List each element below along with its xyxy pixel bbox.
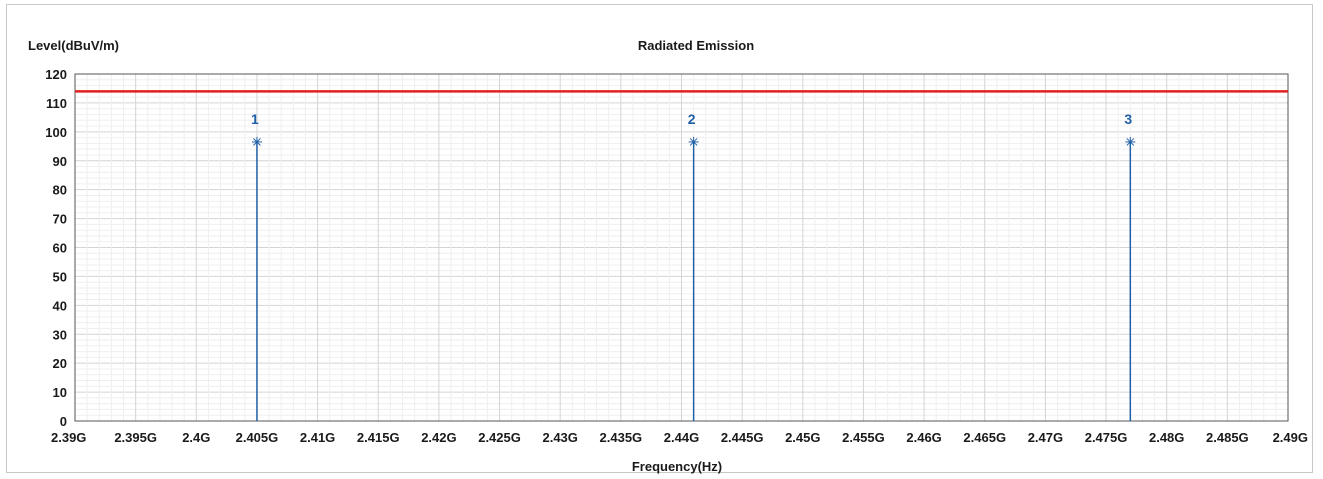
grid (74, 73, 1289, 422)
x-tick-label: 2.46G (906, 430, 941, 445)
markers: 1 2 3 (251, 111, 1136, 421)
plot-area (74, 73, 1289, 422)
y-tick-label: 50 (53, 269, 67, 284)
marker-symbol (689, 138, 698, 146)
x-tick-label: 2.425G (478, 430, 521, 445)
x-tick-labels: 2.39G 2.395G 2.4G 2.405G 2.41G 2.415G 2.42G 2.4… (51, 430, 1308, 445)
x-tick-label: 2.395G (114, 430, 157, 445)
x-tick-label: 2.405G (236, 430, 279, 445)
y-tick-label: 120 (45, 67, 67, 82)
marker-label: 2 (688, 111, 696, 127)
x-tick-label: 2.455G (842, 430, 885, 445)
marker-symbol (253, 138, 261, 146)
x-tick-label: 2.39G (51, 430, 86, 445)
x-tick-label: 2.4G (182, 430, 210, 445)
marker-label: 1 (251, 111, 259, 127)
y-tick-label: 70 (53, 212, 67, 227)
y-tick-label: 60 (53, 241, 67, 256)
x-tick-label: 2.43G (542, 430, 577, 445)
x-tick-label: 2.41G (300, 430, 335, 445)
y-tick-label: 40 (53, 298, 67, 313)
y-tick-label: 110 (46, 96, 67, 111)
x-tick-label: 2.415G (357, 430, 400, 445)
y-tick-label: 30 (53, 327, 67, 342)
y-tick-label: 90 (53, 154, 67, 169)
y-tick-label: 80 (53, 183, 67, 198)
y-tick-label: 10 (53, 385, 67, 400)
x-tick-label: 2.485G (1206, 430, 1249, 445)
chart-title: Radiated Emission (638, 38, 754, 53)
y-axis-label: Level(dBuV/m) (28, 38, 119, 53)
marker-label: 3 (1124, 111, 1132, 127)
y-tick-label: 20 (53, 356, 67, 371)
x-tick-label: 2.49G (1273, 430, 1308, 445)
x-tick-label: 2.44G (664, 430, 699, 445)
chart-panel (6, 4, 1313, 473)
x-tick-label: 2.47G (1028, 430, 1063, 445)
y-tick-label: 0 (60, 414, 67, 429)
y-tick-labels: 0 10 20 30 40 50 60 70 80 90 100 110 120 (45, 67, 67, 429)
x-tick-label: 2.48G (1149, 430, 1184, 445)
x-tick-label: 2.42G (421, 430, 456, 445)
x-axis-label: Frequency(Hz) (632, 459, 722, 474)
x-tick-label: 2.475G (1085, 430, 1128, 445)
x-tick-label: 2.435G (600, 430, 643, 445)
x-tick-label: 2.45G (785, 430, 820, 445)
y-tick-label: 100 (45, 125, 67, 140)
x-tick-label: 2.465G (963, 430, 1006, 445)
x-tick-label: 2.445G (721, 430, 764, 445)
marker-symbol (1126, 138, 1135, 146)
